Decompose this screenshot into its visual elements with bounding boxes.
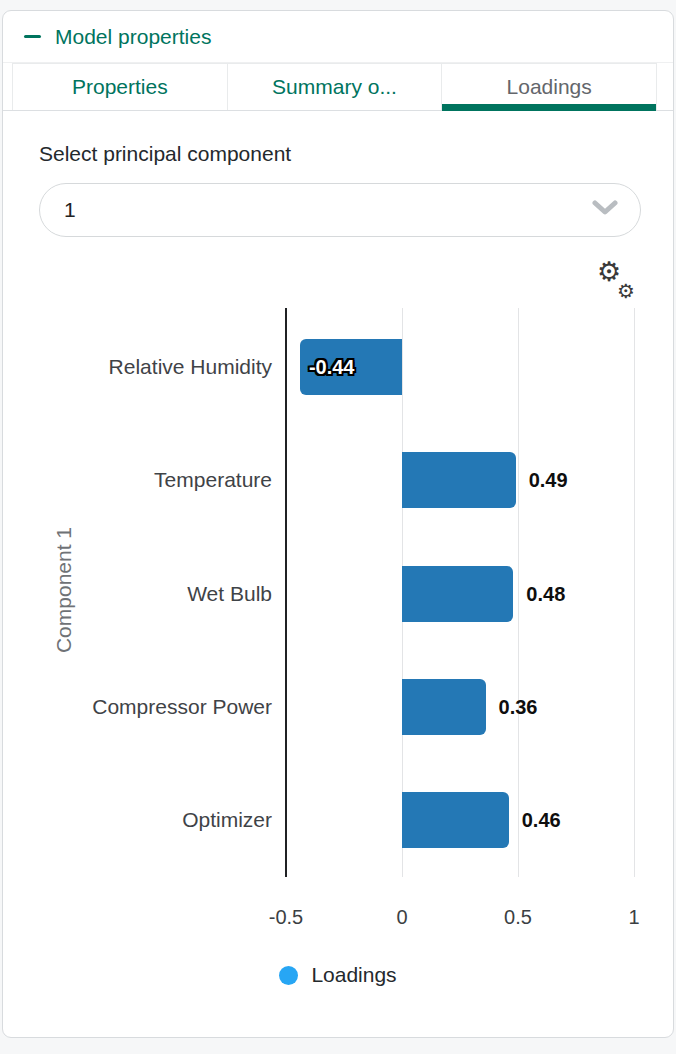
tab-properties[interactable]: Properties [12, 63, 228, 110]
bar-value-label: 0.46 [522, 807, 561, 833]
bar-value-label: -0.44 [309, 354, 355, 380]
select-principal-component-label: Select principal component [39, 142, 673, 166]
model-properties-panel: Model properties Properties Summary o...… [2, 10, 674, 1038]
principal-component-select[interactable]: 1 [39, 183, 641, 237]
category-label: Temperature [2, 466, 272, 494]
legend-label: Loadings [311, 963, 396, 987]
x-tick-label: -0.5 [254, 906, 318, 929]
gridline [634, 308, 635, 877]
collapse-icon[interactable] [24, 35, 41, 38]
category-label: Compressor Power [2, 693, 272, 721]
chevron-down-icon [592, 198, 618, 222]
category-label: Relative Humidity [2, 353, 272, 381]
gridline [518, 308, 519, 877]
loadings-chart: Component 1 Loadings Relative Humidity-0… [2, 300, 674, 1030]
bar[interactable] [402, 792, 509, 848]
panel-title: Model properties [55, 25, 211, 49]
bar[interactable] [402, 452, 516, 508]
x-tick-label: 0 [370, 906, 434, 929]
y-axis-line [285, 308, 287, 877]
bar-value-label: 0.49 [529, 467, 568, 493]
x-tick-label: 1 [602, 906, 666, 929]
bar-value-label: 0.48 [526, 581, 565, 607]
category-label: Wet Bulb [2, 580, 272, 608]
category-label: Optimizer [2, 806, 272, 834]
x-tick-label: 0.5 [486, 906, 550, 929]
tab-bar: Properties Summary o... Loadings [3, 62, 673, 111]
bar[interactable] [402, 679, 486, 735]
tab-summary[interactable]: Summary o... [227, 63, 443, 110]
tab-loadings[interactable]: Loadings [441, 63, 657, 110]
principal-component-select-value: 1 [64, 198, 76, 222]
gear-icon: ⚙ [617, 281, 635, 301]
panel-header: Model properties [3, 11, 673, 62]
bar[interactable] [402, 566, 513, 622]
chart-legend[interactable]: Loadings [2, 963, 674, 987]
bar-value-label: 0.36 [499, 694, 538, 720]
legend-marker-icon [279, 966, 298, 985]
chart-settings-icon[interactable]: ⚙ ⚙ [597, 261, 635, 301]
